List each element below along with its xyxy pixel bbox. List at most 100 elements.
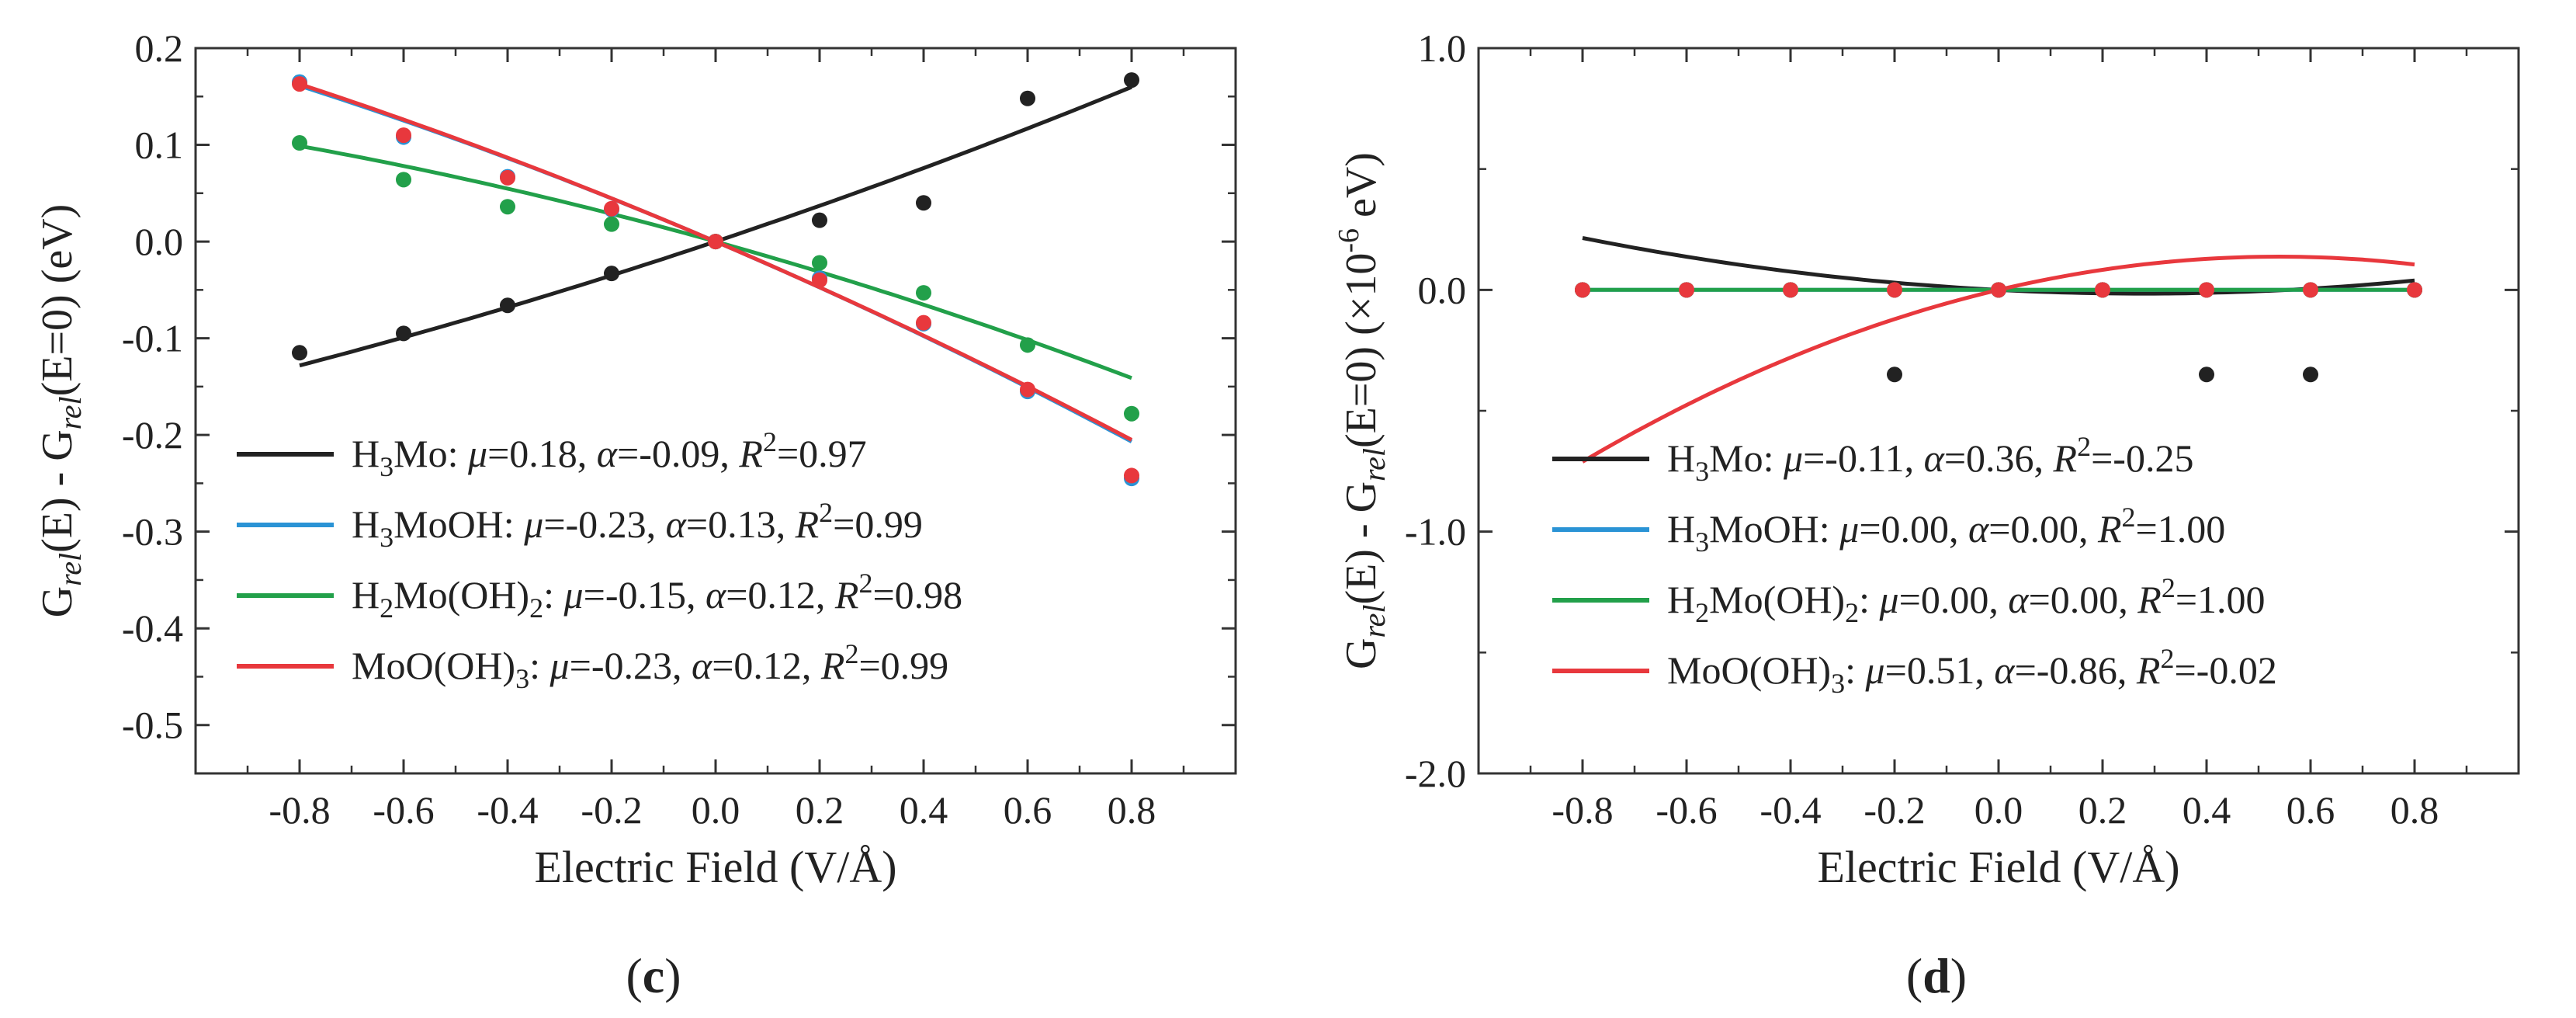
text-part: 0.99 (881, 644, 949, 687)
text-part: 2 (529, 592, 543, 624)
text-part: R (2097, 507, 2122, 551)
text-part: = (712, 644, 733, 687)
text-part: R (834, 573, 859, 617)
y-tick-label: -0.5 (122, 704, 183, 747)
data-point-MoO(OH)3 (500, 169, 515, 186)
text-part: = (2015, 648, 2037, 692)
x-tick-label: -0.6 (1656, 788, 1717, 832)
text-part: μ (563, 573, 584, 617)
data-point-MoO(OH)3 (396, 127, 411, 144)
text-part: -0.02 (2196, 648, 2277, 692)
text-part: = (833, 502, 855, 546)
panel-label: (d) (1906, 948, 1967, 1003)
text-part: MoOH (394, 502, 504, 546)
text-part: = (1899, 578, 1921, 621)
data-point-H3Mo (396, 325, 411, 342)
text-part: 0.13 (708, 502, 776, 546)
text-part: d (1922, 948, 1950, 1003)
data-point-MoO(OH)3 (604, 200, 619, 217)
text-part: 0.51 (1907, 648, 1975, 692)
data-point-H3Mo (2303, 367, 2318, 383)
text-part: μ (1783, 436, 1803, 480)
text-part: MoO(OH) (1667, 648, 1831, 692)
text-part: MoO(OH) (352, 644, 515, 687)
text-part: = (2174, 648, 2196, 692)
text-part: , (2034, 436, 2054, 480)
y-tick-label: 1.0 (1418, 26, 1467, 70)
data-point-H2Mo(OH)2 (916, 285, 931, 301)
text-part: R (795, 502, 820, 546)
text-part: 3 (1695, 526, 1709, 558)
x-tick-label: 0.6 (1004, 788, 1052, 832)
text-part: 0.00 (1881, 507, 1950, 551)
text-part: 2 (380, 592, 394, 624)
text-part: -0.86 (2037, 648, 2117, 692)
text-part: , (2117, 648, 2137, 692)
text-part: = (1944, 436, 1966, 480)
data-point-H3Mo (1020, 90, 1035, 106)
text-part: , (802, 644, 821, 687)
text-part: 0.00 (2051, 578, 2119, 621)
text-part: , (672, 644, 692, 687)
legend-entry-H2Mo(OH)2: H2Mo(OH)2: μ=-0.15, α=0.12, R2=0.98 (352, 568, 962, 624)
y-tick-label: -1.0 (1405, 510, 1466, 554)
text-part: G (1337, 638, 1385, 669)
chart-panel-d: -0.8 -0.6 -0.4 -0.2 0.0 0.2 0.4 0.6 0.8 1.0 0.0 -1.… (1333, 26, 2520, 1003)
y-axis-label: Grel(E) - Grel(E=0) (×10-6 eV) (1333, 152, 1392, 669)
text-part: rel (1357, 605, 1392, 638)
legend-entry-H3MoOH: H3MoOH: μ=0.00, α=0.00, R2=1.00 (1667, 502, 2225, 558)
text-part: ) (664, 948, 681, 1003)
x-tick-label: -0.8 (1551, 788, 1613, 832)
text-part: Mo(OH) (1709, 578, 1845, 621)
text-part: 2 (763, 426, 777, 457)
x-tick-label: 0.2 (2078, 788, 2127, 832)
text-part: μ (1879, 578, 1899, 621)
text-part: , (1974, 648, 1994, 692)
text-part: 2 (2077, 431, 2091, 462)
text-part: : (1859, 578, 1879, 621)
text-part: -0.25 (2113, 436, 2193, 480)
text-part: 0.12 (733, 644, 802, 687)
text-part: rel (53, 553, 88, 586)
text-part: rel (53, 396, 88, 429)
data-point-H2Mo(OH)2 (1124, 405, 1139, 422)
data-point-MoO(OH)3 (2407, 282, 2422, 298)
text-part: Mo (1709, 436, 1763, 480)
text-part: ( (626, 948, 642, 1003)
text-part: , (647, 502, 666, 546)
fit-line-H3MoOH (299, 84, 1133, 443)
data-point-MoO(OH)3 (2303, 282, 2318, 298)
text-part: 2 (1845, 597, 1859, 628)
text-part: , (686, 573, 706, 617)
fit-line-H2Mo(OH)2 (299, 144, 1132, 380)
data-point-H3Mo (2199, 367, 2214, 383)
x-tick-label: 0.6 (2287, 788, 2335, 832)
text-part: = (726, 573, 747, 617)
text-part: -0.09 (639, 432, 719, 475)
text-part: 0.99 (855, 502, 923, 546)
text-part: (E=0) (eV) (33, 204, 81, 397)
legend-entry-H3MoOH: H3MoOH: μ=-0.23, α=0.13, R2=0.99 (352, 497, 923, 553)
text-part: = (777, 432, 799, 475)
data-point-MoO(OH)3 (1575, 282, 1590, 298)
text-part: 2 (819, 497, 833, 528)
text-part: H (352, 502, 380, 546)
text-part: = (584, 573, 605, 617)
data-point-MoO(OH)3 (1124, 467, 1139, 484)
text-part: -0.11 (1825, 436, 1904, 480)
text-part: μ (1839, 507, 1859, 551)
text-part: H (352, 432, 380, 475)
text-part: 0.00 (1921, 578, 1989, 621)
text-part: 0.00 (2010, 507, 2078, 551)
text-part: : (543, 573, 563, 617)
text-part: 1.00 (2197, 578, 2266, 621)
text-part: 0.18 (509, 432, 577, 475)
text-part: 3 (380, 451, 394, 482)
text-part: , (1905, 436, 1924, 480)
y-tick-label: 0.2 (135, 26, 184, 70)
data-point-MoO(OH)3 (2095, 282, 2110, 298)
text-part: , (816, 573, 835, 617)
y-tick-label: 0.0 (1418, 268, 1467, 311)
text-part: Mo (394, 432, 447, 475)
text-part: α (692, 644, 713, 687)
